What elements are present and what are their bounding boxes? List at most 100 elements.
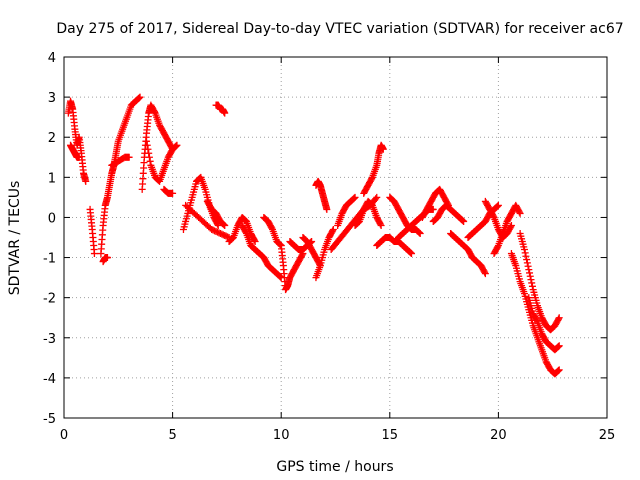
series-arc-7 xyxy=(138,101,177,193)
data-point xyxy=(520,246,528,254)
series-arc-4 xyxy=(97,93,144,258)
data-point xyxy=(407,249,415,257)
data-point xyxy=(75,153,83,161)
data-point xyxy=(460,217,468,225)
x-axis-label: GPS time / hours xyxy=(276,459,393,475)
series-arc-5 xyxy=(99,254,111,266)
data-point xyxy=(276,240,284,248)
series-arc-14 xyxy=(225,213,259,246)
series-arc-11 xyxy=(182,201,233,241)
data-point xyxy=(221,109,229,117)
data-point xyxy=(524,262,532,270)
data-point xyxy=(459,217,467,225)
data-point xyxy=(372,195,380,203)
series-arc-35 xyxy=(507,250,563,378)
data-point xyxy=(103,254,111,262)
data-point xyxy=(220,221,228,229)
series-arc-16 xyxy=(260,213,285,250)
series-arc-1 xyxy=(64,97,90,185)
x-tick-label: 5 xyxy=(168,428,176,443)
data-point xyxy=(554,367,562,375)
data-point xyxy=(171,143,179,151)
x-tick-label: 25 xyxy=(599,428,616,443)
y-axis-label: SDTVAR / TECUs xyxy=(7,181,23,296)
data-point xyxy=(145,153,153,161)
series-arc-18 xyxy=(286,238,316,254)
data-point xyxy=(268,224,276,232)
data-point xyxy=(416,229,424,237)
data-point xyxy=(242,228,250,236)
data-point xyxy=(143,141,151,149)
series-arc-8 xyxy=(143,137,181,185)
data-point xyxy=(143,137,151,145)
series-arc-21 xyxy=(312,177,331,213)
data-point xyxy=(528,282,536,290)
data-point xyxy=(276,272,284,280)
data-point xyxy=(406,248,414,256)
data-point xyxy=(493,203,501,211)
data-point xyxy=(329,225,337,233)
data-point xyxy=(555,366,563,374)
series-arc-30 xyxy=(429,201,468,225)
axis-ticks: 0 5 10 15 20 25 -5 -4 -3 -2 -1 0 1 2 3 4 xyxy=(43,51,615,443)
x-tick-label: 15 xyxy=(382,428,399,443)
data-point xyxy=(379,145,387,153)
data-point xyxy=(522,252,530,260)
series-arc-36 xyxy=(516,229,563,334)
grid-lines xyxy=(64,57,607,418)
data-point xyxy=(489,212,497,220)
data-point xyxy=(368,175,376,183)
series-arc-37 xyxy=(525,294,563,354)
series-arc-15 xyxy=(238,221,285,282)
data-point xyxy=(173,141,181,149)
series-arc-20 xyxy=(312,225,337,282)
series-arc-26 xyxy=(373,234,416,258)
data-point xyxy=(533,316,541,324)
y-tick-label: 1 xyxy=(48,171,56,186)
data-point xyxy=(515,208,523,216)
data-point xyxy=(554,342,562,350)
series-arc-31 xyxy=(447,229,489,278)
data-point xyxy=(373,193,381,201)
data-point xyxy=(494,243,502,251)
x-tick-label: 0 xyxy=(60,428,68,443)
data-point xyxy=(376,220,384,228)
y-tick-label: -3 xyxy=(43,332,56,347)
series-arc-29 xyxy=(418,185,452,221)
data-point xyxy=(494,201,502,209)
series-arc-33 xyxy=(481,197,515,241)
y-tick-label: -2 xyxy=(43,292,56,307)
series-arc-23 xyxy=(334,193,359,229)
data-point xyxy=(145,149,153,157)
series-arc-17 xyxy=(277,242,307,294)
data-point xyxy=(415,229,423,237)
data-point xyxy=(554,343,562,351)
series-arc-25 xyxy=(360,141,387,197)
series-arc-12 xyxy=(203,197,229,229)
data-point xyxy=(408,250,416,258)
data-point xyxy=(135,94,143,102)
data-point xyxy=(250,236,258,244)
data-point xyxy=(151,108,158,116)
data-point xyxy=(329,227,337,235)
series-arc-32 xyxy=(464,201,502,241)
data-point xyxy=(125,153,133,161)
data-point xyxy=(528,279,536,287)
data-point xyxy=(523,259,531,267)
y-tick-label: -5 xyxy=(43,412,56,427)
data-point xyxy=(555,342,563,350)
data-point xyxy=(526,269,534,277)
y-tick-label: 0 xyxy=(48,211,56,226)
y-tick-label: -4 xyxy=(43,372,56,387)
data-point xyxy=(429,205,437,213)
data-point xyxy=(350,194,358,202)
series-arc-24 xyxy=(351,197,385,229)
series-arc-6 xyxy=(108,153,133,169)
data-point xyxy=(169,189,177,197)
data-point xyxy=(82,177,90,185)
data-point xyxy=(172,142,180,150)
data-point xyxy=(90,250,98,258)
data-point xyxy=(494,202,502,210)
data-point xyxy=(351,193,359,201)
data-points xyxy=(64,93,563,378)
